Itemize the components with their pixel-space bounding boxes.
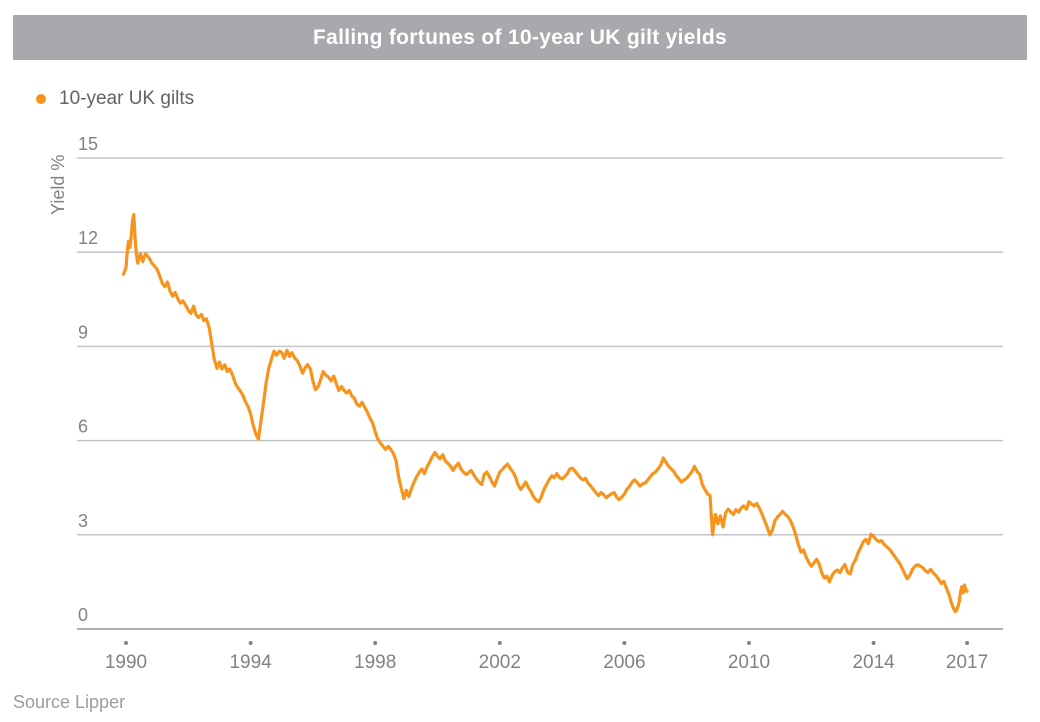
x-tick-dot-2017 [965, 641, 970, 645]
y-tick-label-15: 15 [78, 134, 98, 154]
legend: 10-year UK gilts [36, 88, 194, 110]
x-tick-label-2006: 2006 [603, 652, 645, 673]
gridlines [77, 157, 1003, 630]
y-tick-label-12: 12 [78, 228, 98, 248]
chart-title: Falling fortunes of 10-year UK gilt yiel… [312, 25, 727, 49]
x-tick-dot-2010 [747, 641, 751, 645]
x-tick-label-2017: 2017 [946, 652, 988, 673]
source-note: Source Lipper [13, 692, 126, 712]
x-tick-label-1990: 1990 [105, 652, 147, 673]
x-tick-dot-1998 [373, 641, 378, 645]
x-tick-label-2010: 2010 [728, 652, 770, 673]
y-tick-label-9: 9 [78, 322, 88, 342]
legend-label: 10-year UK gilts [59, 88, 195, 109]
x-tick-dot-1990 [124, 641, 128, 645]
x-tick-label-1994: 1994 [229, 652, 272, 673]
x-tick-dot-1994 [248, 641, 253, 645]
x-tick-label-2014: 2014 [852, 652, 895, 673]
x-axis-tick-dots [124, 641, 970, 645]
y-tick-label-0: 0 [78, 605, 88, 625]
y-tick-label-3: 3 [78, 511, 88, 531]
x-tick-label-2002: 2002 [479, 652, 521, 673]
x-tick-label-1998: 1998 [354, 652, 396, 673]
x-tick-dot-2002 [497, 641, 502, 645]
y-tick-label-6: 6 [78, 417, 88, 437]
y-axis-title: Yield % [48, 155, 68, 215]
yield-line-series [121, 212, 969, 614]
y-axis-tick-labels: 0 3 6 9 12 15 [78, 134, 98, 625]
x-axis-tick-labels: 1990 1994 1998 2002 2006 2010 2014 2017 [105, 652, 988, 673]
chart-title-bar: Falling fortunes of 10-year UK gilt yiel… [13, 15, 1027, 60]
x-tick-dot-2014 [871, 641, 876, 645]
legend-marker-icon [36, 94, 46, 104]
x-tick-dot-2006 [622, 641, 627, 645]
